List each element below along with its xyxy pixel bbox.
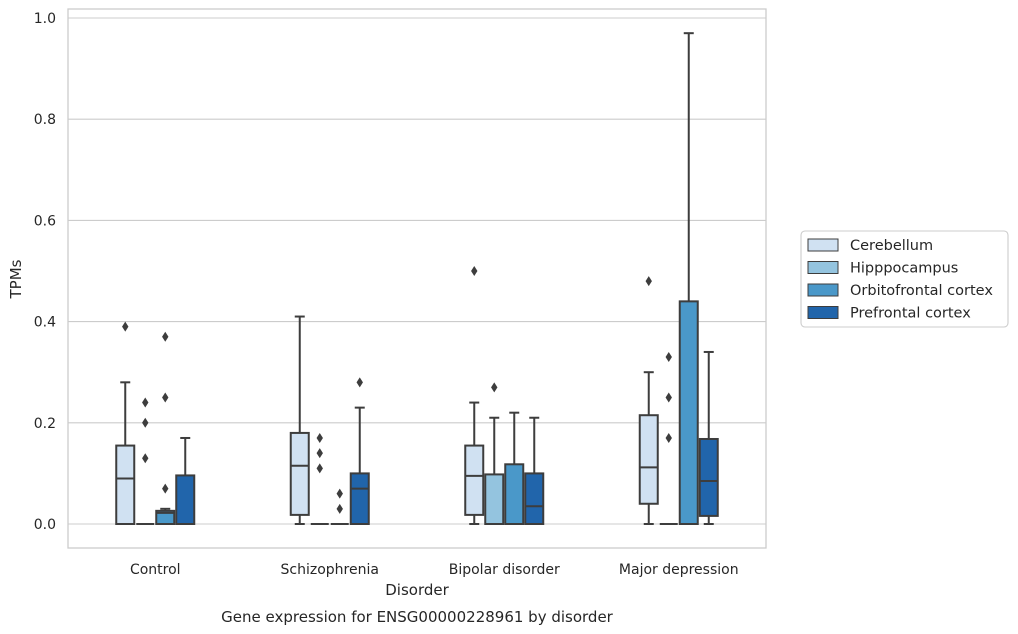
box-prefrontal-cortex	[524, 416, 545, 525]
box-hipppocampus	[659, 352, 678, 525]
outlier-point	[162, 331, 169, 342]
box-body	[638, 414, 659, 505]
box-body	[115, 444, 136, 526]
outlier-point	[142, 397, 149, 408]
box-cerebellum	[464, 266, 485, 525]
legend-swatch	[807, 238, 839, 252]
y-tick-label: 0.0	[34, 517, 56, 533]
box-body	[484, 473, 505, 525]
grid-lines	[68, 17, 766, 525]
x-axis-ticks: Control Schizophrenia Bipolar disorder Majo…	[130, 562, 739, 578]
legend-label: Orbitofrontal cortex	[850, 283, 993, 299]
plot-area	[115, 32, 719, 526]
box-body	[504, 463, 525, 525]
legend-label: Cerebellum	[850, 238, 933, 254]
outlier-point	[665, 352, 672, 363]
x-tick-label: Schizophrenia	[281, 562, 379, 578]
outlier-point	[122, 321, 129, 332]
legend-label: Hipppocampus	[850, 261, 958, 277]
outlier-point	[356, 377, 363, 388]
box-hipppocampus	[310, 432, 329, 525]
legend-box	[800, 230, 1009, 328]
box-cerebellum	[289, 315, 310, 525]
plot-frame	[67, 8, 767, 549]
box-cerebellum	[638, 276, 659, 525]
box-body	[698, 437, 719, 517]
y-tick-label: 0.2	[34, 416, 56, 432]
outlier-point	[336, 488, 343, 499]
box-body	[524, 472, 545, 525]
y-tick-label: 1.0	[34, 11, 56, 27]
box-cerebellum	[115, 321, 136, 526]
legend-swatch	[807, 283, 839, 297]
box-prefrontal-cortex	[698, 350, 719, 525]
outlier-point	[142, 417, 149, 428]
outlier-point	[645, 276, 652, 287]
outlier-point	[336, 503, 343, 514]
legend: Cerebellum Hipppocampus Orbitofrontal cort…	[800, 230, 1009, 328]
chart-caption: Gene expression for ENSG00000228961 by d…	[221, 608, 614, 626]
y-axis-ticks: 0.0 0.2 0.4 0.6 0.8 1.0	[34, 11, 56, 533]
legend-swatch	[807, 306, 839, 319]
legend-label: Prefrontal cortex	[850, 306, 971, 322]
outlier-point	[316, 463, 323, 474]
legend-swatch	[807, 261, 839, 274]
box-hipppocampus	[484, 382, 505, 525]
outlier-point	[162, 483, 169, 494]
box-orbitofrontal-cortex	[330, 488, 349, 525]
box-orbitofrontal-cortex	[678, 32, 699, 525]
outlier-point	[471, 266, 478, 276]
y-tick-label: 0.4	[34, 315, 56, 331]
x-tick-label: Major depression	[619, 562, 739, 578]
y-tick-label: 0.8	[34, 112, 56, 128]
outlier-point	[665, 432, 672, 443]
box-prefrontal-cortex	[349, 377, 370, 525]
outlier-point	[316, 432, 323, 443]
box-body	[464, 444, 485, 516]
box-hipppocampus	[136, 397, 155, 525]
outlier-point	[316, 448, 323, 459]
box-body	[289, 431, 310, 516]
box-body	[175, 474, 196, 526]
x-tick-label: Bipolar disorder	[449, 562, 560, 578]
y-axis-label: TPMs	[7, 259, 25, 299]
outlier-point	[162, 392, 169, 403]
box-prefrontal-cortex	[175, 436, 196, 526]
outlier-point	[142, 453, 149, 464]
x-axis-label: Disorder	[385, 581, 449, 599]
box-orbitofrontal-cortex	[504, 411, 525, 525]
y-tick-label: 0.6	[34, 213, 56, 229]
box-body	[349, 472, 370, 525]
box-body	[155, 509, 176, 525]
outlier-point	[491, 382, 498, 393]
outlier-point	[665, 392, 672, 403]
box-body	[678, 300, 699, 525]
box-orbitofrontal-cortex	[155, 331, 176, 525]
x-tick-label: Control	[130, 562, 181, 578]
